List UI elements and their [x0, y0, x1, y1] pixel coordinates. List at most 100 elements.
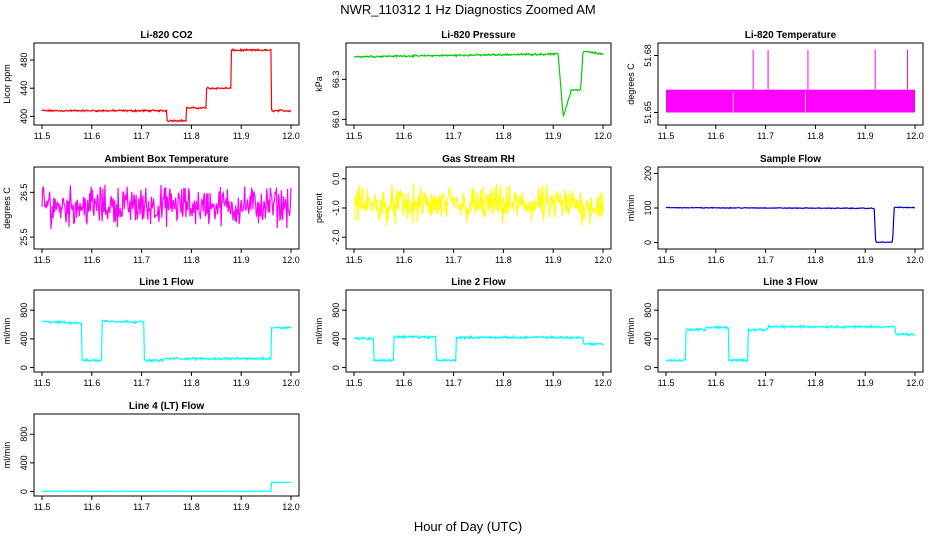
x-tick-label: 11.7 — [757, 255, 774, 265]
x-tick-label: 12.0 — [906, 255, 924, 265]
plot-area — [353, 334, 604, 363]
y-tick-label: 51.65 — [643, 101, 653, 124]
x-tick-label: 11.8 — [807, 378, 824, 388]
panel-line-3-flow: Line 3 Flow ml/min 11.5 11.6 11.7 11.8 11.9 12.… — [626, 277, 924, 388]
panel-title: Line 3 Flow — [763, 277, 818, 288]
y-tick-label: 66.3 — [331, 71, 341, 89]
panel-title: Li-820 Temperature — [745, 30, 837, 41]
plot-area — [353, 183, 604, 226]
x-tick-label: 12.0 — [594, 378, 612, 388]
plot-frame — [33, 42, 300, 126]
x-tick-label: 11.6 — [83, 502, 100, 512]
panel-li-820-temperature: Li-820 Temperature degrees C 11.5 11.6 11.7 1… — [626, 30, 924, 141]
x-tick-label: 11.8 — [807, 255, 824, 265]
x-tick-label: 11.5 — [34, 502, 51, 512]
y-tick-label: 0 — [643, 240, 653, 245]
x-tick-label: 11.9 — [857, 131, 874, 141]
x-tick-label: 11.5 — [346, 378, 363, 388]
x-tick-label: 11.7 — [133, 502, 150, 512]
y-axis-label: kPa — [314, 76, 324, 92]
plot-frame — [33, 166, 300, 250]
panel-title: Li-820 CO2 — [140, 30, 193, 41]
plot-area — [665, 323, 916, 364]
plot-area — [665, 206, 916, 244]
panel-line-4-lt-flow: Line 4 (LT) Flow ml/min 11.5 11.6 11.7 11.8 11… — [2, 401, 300, 512]
y-tick-label: 400 — [19, 109, 29, 124]
y-tick-label: 800 — [331, 303, 341, 318]
y-axis-label: degrees C — [626, 63, 636, 105]
x-tick-label: 11.6 — [707, 255, 724, 265]
x-tick-label: 11.6 — [83, 255, 100, 265]
y-tick-label: 400 — [643, 331, 653, 346]
x-tick-label: 11.6 — [83, 131, 100, 141]
x-axis-label: Hour of Day (UTC) — [414, 519, 522, 534]
x-tick-label: 11.8 — [495, 255, 512, 265]
x-tick-label: 11.9 — [857, 378, 874, 388]
x-tick-label: 11.7 — [445, 131, 462, 141]
plot-area — [41, 184, 292, 230]
x-tick-label: 11.8 — [495, 378, 512, 388]
x-tick-label: 11.7 — [133, 378, 150, 388]
x-tick-label: 12.0 — [282, 502, 300, 512]
x-tick-label: 11.9 — [857, 255, 874, 265]
series-line — [41, 184, 292, 230]
series-line — [353, 334, 604, 363]
figure-title: NWR_110312 1 Hz Diagnostics Zoomed AM — [340, 2, 596, 17]
y-tick-label: 0 — [19, 365, 29, 370]
x-tick-label: 12.0 — [594, 255, 612, 265]
panel-title: Li-820 Pressure — [441, 30, 516, 41]
panel-gas-stream-rh: Gas Stream RH percent 11.5 11.6 11.7 11.8 11.9… — [314, 154, 612, 265]
y-axis-label: ml/min — [314, 318, 324, 345]
x-tick-label: 11.6 — [707, 131, 724, 141]
plot-frame — [345, 42, 612, 126]
x-tick-label: 11.5 — [34, 255, 51, 265]
x-tick-label: 11.7 — [445, 378, 462, 388]
y-tick-label: 0.0 — [331, 173, 341, 186]
plot-area — [353, 50, 604, 118]
panel-title: Sample Flow — [760, 154, 821, 165]
panel-grid: Li-820 CO2 Licor ppm 11.5 11.6 11.7 11.8 11.9 1… — [2, 30, 924, 512]
x-tick-label: 12.0 — [594, 131, 612, 141]
y-tick-label: 0 — [331, 365, 341, 370]
x-tick-label: 11.9 — [233, 378, 250, 388]
y-tick-label: 400 — [19, 455, 29, 470]
plot-frame — [33, 413, 300, 497]
x-tick-label: 11.9 — [233, 131, 250, 141]
y-tick-label: 800 — [19, 303, 29, 318]
x-tick-label: 11.9 — [545, 255, 562, 265]
x-tick-label: 12.0 — [282, 255, 300, 265]
temperature-band — [666, 89, 915, 113]
x-tick-label: 11.9 — [545, 378, 562, 388]
series-line — [665, 323, 916, 364]
panel-ambient-box-temperature: Ambient Box Temperature degrees C 11.5 11.6… — [2, 154, 300, 265]
panel-sample-flow: Sample Flow ml/min 11.5 11.6 11.7 11.8 11.9 12.… — [626, 154, 924, 265]
panel-title: Line 1 Flow — [139, 277, 194, 288]
y-tick-label: 480 — [19, 53, 29, 68]
y-tick-label: 25.5 — [19, 228, 29, 246]
y-axis-label: percent — [314, 192, 324, 223]
y-tick-label: 400 — [331, 331, 341, 346]
x-tick-label: 11.6 — [395, 255, 412, 265]
y-axis-label: Licor ppm — [2, 64, 12, 104]
y-tick-label: 26.5 — [19, 184, 29, 202]
plot-frame — [345, 289, 612, 373]
x-tick-label: 11.7 — [757, 378, 774, 388]
x-tick-label: 11.5 — [658, 255, 675, 265]
x-tick-label: 12.0 — [282, 378, 300, 388]
y-tick-label: 100 — [643, 200, 653, 215]
series-line — [353, 183, 604, 226]
x-tick-label: 11.6 — [395, 131, 412, 141]
plot-area — [666, 49, 915, 113]
x-tick-label: 11.5 — [34, 378, 51, 388]
x-tick-label: 12.0 — [906, 131, 924, 141]
y-tick-label: 200 — [643, 166, 653, 181]
plot-area — [41, 319, 292, 363]
x-tick-label: 11.5 — [658, 131, 675, 141]
plot-frame — [33, 289, 300, 373]
series-line — [41, 319, 292, 363]
x-tick-label: 11.9 — [233, 255, 250, 265]
y-axis-label: ml/min — [2, 442, 12, 469]
x-tick-label: 11.5 — [346, 131, 363, 141]
y-axis-label: degrees C — [2, 187, 12, 229]
